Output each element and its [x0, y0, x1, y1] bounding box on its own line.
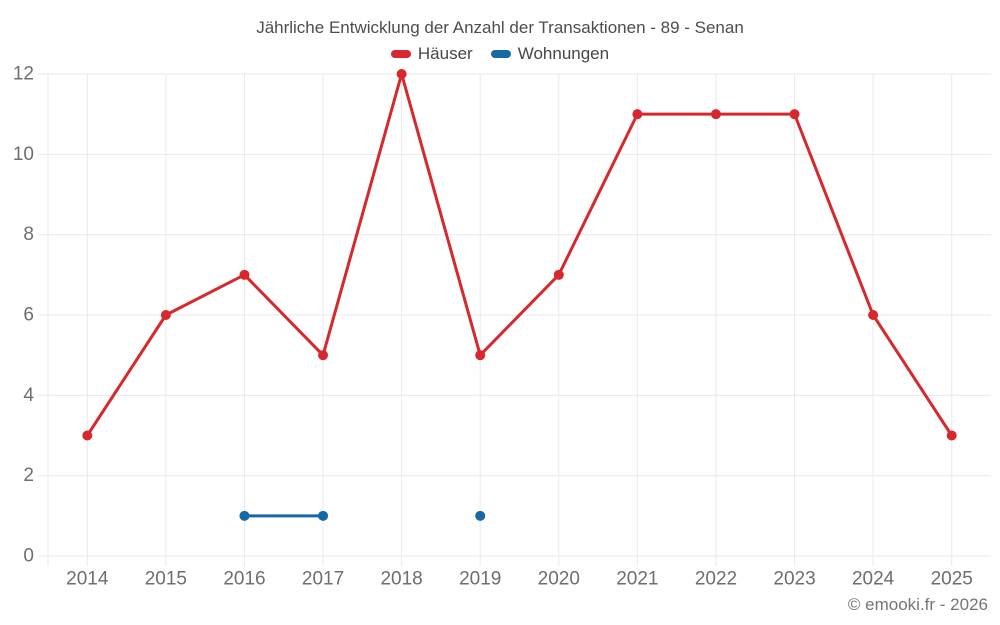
x-axis-tick-label: 2024: [852, 569, 895, 590]
data-point: [318, 350, 329, 361]
series-line-segment: [557, 112, 639, 277]
series-line-segment: [400, 72, 482, 357]
y-axis-tick-label: 4: [23, 385, 34, 406]
data-point: [239, 510, 250, 521]
legend-swatch: [490, 50, 511, 58]
y-axis-tick-label: 0: [23, 546, 34, 567]
series-line-segment: [321, 72, 404, 357]
x-axis-tick-label: 2019: [459, 569, 501, 590]
series-line-segment: [871, 313, 954, 437]
x-axis-tick-label: 2020: [538, 569, 580, 590]
data-point: [396, 69, 407, 79]
data-point: [160, 310, 171, 320]
y-axis-tick-label: 2: [23, 465, 34, 486]
x-axis-tick-label: 2025: [931, 569, 973, 590]
legend-label: Wohnungen: [517, 44, 610, 63]
x-axis-tick-label: 2015: [145, 569, 187, 590]
data-point: [553, 269, 564, 280]
x-axis-tick-label: 2016: [223, 569, 265, 590]
series-line-segment: [85, 313, 168, 437]
x-axis-tick-label: 2021: [616, 569, 658, 590]
legend-item-1[interactable]: Wohnungen: [490, 44, 610, 64]
y-axis-tick-label: 12: [13, 64, 34, 85]
legend-label: Häuser: [417, 44, 473, 63]
x-axis-tick-label: 2018: [380, 569, 422, 590]
data-point: [475, 350, 486, 361]
legend-item-0[interactable]: Häuser: [390, 44, 473, 64]
x-axis-tick-label: 2017: [302, 569, 344, 590]
data-point: [318, 510, 329, 521]
x-axis-tick-label: 2023: [773, 569, 815, 590]
series-line-segment: [164, 273, 246, 317]
data-point: [475, 510, 486, 521]
y-axis-tick-label: 10: [13, 144, 34, 165]
chart-title: Jährliche Entwicklung der Anzahl der Tra…: [256, 18, 744, 37]
x-axis-tick-label: 2014: [66, 569, 109, 590]
copyright-text: © emooki.fr - 2026: [847, 595, 988, 614]
data-point: [946, 430, 957, 441]
data-point: [82, 430, 93, 441]
series-line-segment: [242, 273, 325, 357]
data-point: [239, 269, 250, 280]
x-axis-tick-label: 2022: [695, 569, 737, 590]
legend-swatch: [390, 50, 411, 58]
data-point: [710, 109, 721, 120]
series-line-segment: [793, 112, 875, 317]
data-point: [789, 109, 800, 120]
series-line-segment: [478, 273, 561, 357]
data-point: [632, 109, 643, 120]
y-axis-tick-label: 6: [23, 305, 34, 326]
legend: Häuser Wohnungen: [0, 44, 1000, 64]
data-point: [868, 310, 879, 320]
y-axis-tick-label: 8: [23, 224, 34, 245]
